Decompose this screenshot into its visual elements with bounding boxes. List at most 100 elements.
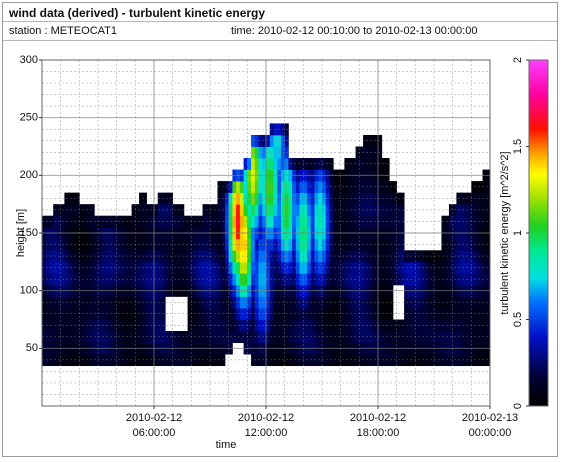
heatmap-cell [146, 238, 151, 251]
heatmap-cell [131, 204, 136, 217]
heatmap-cell [210, 238, 215, 251]
heatmap-cell [322, 158, 327, 170]
heatmap-cell [303, 307, 308, 320]
heatmap-cell [210, 261, 215, 274]
heatmap-cell [370, 238, 375, 251]
heatmap-cell [355, 204, 360, 217]
heatmap-cell [303, 354, 308, 367]
heatmap-cell [98, 273, 103, 286]
heatmap-cell [370, 250, 375, 263]
colorbar-tick-label: 0.5 [512, 312, 524, 327]
heatmap-cell [411, 296, 416, 309]
heatmap-cell [142, 296, 147, 309]
heatmap-cell [83, 296, 88, 309]
heatmap-cell [482, 261, 487, 274]
heatmap-cell [127, 296, 132, 309]
heatmap-cell [254, 204, 259, 217]
heatmap-cell [142, 354, 147, 367]
heatmap-cell [202, 307, 207, 320]
heatmap-cell [299, 261, 304, 274]
x-tick-time: 00:00:00 [469, 427, 512, 439]
heatmap-cell [314, 319, 319, 332]
heatmap-cell [318, 238, 323, 251]
heatmap-cell [295, 204, 300, 217]
heatmap-cell [314, 181, 319, 194]
heatmap-cell [150, 204, 155, 217]
heatmap-cell [419, 296, 424, 309]
heatmap-cell [71, 261, 76, 274]
heatmap-cell [363, 238, 368, 251]
heatmap-cell [187, 238, 192, 251]
heatmap-cell [299, 192, 304, 205]
heatmap-cell [139, 261, 144, 274]
heatmap-cell [314, 261, 319, 274]
heatmap-cell [463, 273, 468, 286]
heatmap-cell [94, 250, 99, 263]
heatmap-cell [366, 158, 371, 170]
heatmap-cell [258, 215, 263, 228]
heatmap-cell [131, 307, 136, 320]
heatmap-cell [251, 192, 256, 205]
heatmap-cell [310, 215, 315, 228]
heatmap-cell [243, 250, 248, 263]
heatmap-cell [42, 261, 47, 274]
heatmap-cell [318, 307, 323, 320]
heatmap-cell [258, 158, 263, 170]
x-tick-date: 2010-02-12 [350, 412, 406, 424]
heatmap-cell [86, 296, 91, 309]
heatmap-cell [407, 319, 412, 332]
heatmap-cell [359, 215, 364, 228]
heatmap-cell [251, 250, 256, 263]
heatmap-cell [434, 307, 439, 320]
heatmap-cell [471, 319, 476, 332]
heatmap-cell [355, 215, 360, 228]
heatmap-cell [75, 319, 80, 332]
heatmap-cell [475, 273, 480, 286]
heatmap-cell [247, 261, 252, 274]
heatmap-cell [86, 215, 91, 228]
heatmap-cell [434, 331, 439, 343]
heatmap-cell [314, 273, 319, 286]
heatmap-cell [94, 296, 99, 309]
heatmap-cell [370, 134, 375, 147]
heatmap-cell [202, 319, 207, 332]
heatmap-cell [374, 134, 379, 147]
heatmap-cell [183, 250, 188, 263]
heatmap-cell [295, 192, 300, 205]
heatmap-cell [142, 192, 147, 205]
heatmap-cell [295, 261, 300, 274]
heatmap-cell [71, 331, 76, 343]
heatmap-cell [86, 250, 91, 263]
heatmap-cell [183, 354, 188, 367]
heatmap-cell [243, 158, 248, 170]
heatmap-cell [378, 296, 383, 309]
heatmap-cell [314, 331, 319, 343]
heatmap-cell [355, 158, 360, 170]
heatmap-cell [187, 261, 192, 274]
heatmap-cell [363, 319, 368, 332]
heatmap-cell [183, 238, 188, 251]
heatmap-cell [266, 134, 271, 147]
heatmap-cell [146, 296, 151, 309]
heatmap-cell [359, 354, 364, 367]
heatmap-cell [71, 215, 76, 228]
heatmap-cell [191, 331, 196, 343]
heatmap-cell [351, 354, 356, 367]
heatmap-cell [370, 319, 375, 332]
heatmap-cell [478, 204, 483, 217]
heatmap-cell [79, 307, 84, 320]
heatmap-cell [378, 331, 383, 343]
heatmap-cell [243, 273, 248, 286]
heatmap-cell [471, 204, 476, 217]
heatmap-cell [351, 273, 356, 286]
heatmap-cell [83, 354, 88, 367]
heatmap-cell [266, 204, 271, 217]
heatmap-cell [359, 307, 364, 320]
heatmap-cell [426, 331, 431, 343]
heatmap-cell [154, 296, 159, 309]
heatmap-cell [310, 319, 315, 332]
heatmap-cell [139, 192, 144, 205]
heatmap-cell [150, 215, 155, 228]
heatmap-cell [131, 354, 136, 367]
